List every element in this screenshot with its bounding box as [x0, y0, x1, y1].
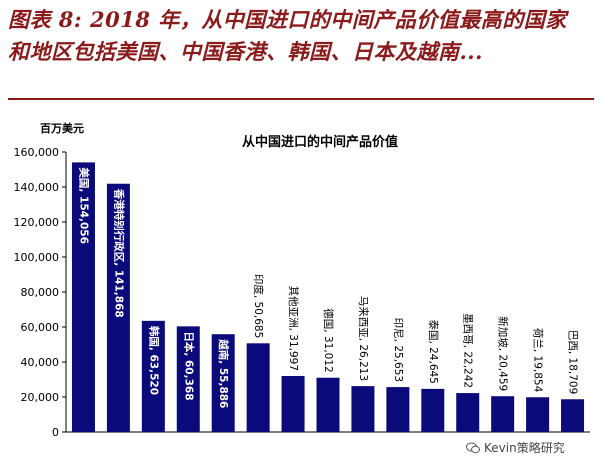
y-tick-label: 40,000: [21, 356, 60, 369]
bar-data-label: 印度, 50,685: [252, 274, 265, 338]
bar-data-label: 德国, 31,012: [322, 308, 335, 372]
figure-caption: 图表 8: 2018 年，从中国进口的中间产品价值最高的国家 和地区包括美国、中…: [8, 4, 598, 68]
bar: [421, 388, 445, 432]
bar-data-label: 新加坡, 20,459: [497, 316, 510, 391]
y-tick-label: 120,000: [14, 216, 60, 229]
y-tick-label: 160,000: [14, 146, 60, 159]
bar-data-label: 美国, 154,056: [77, 167, 90, 243]
y-tick-label: 60,000: [21, 321, 60, 334]
bar-data-label: 巴西, 18,709: [567, 330, 579, 394]
caption-line-1: 图表 8: 2018 年，从中国进口的中间产品价值最高的国家: [8, 7, 567, 32]
watermark-text: Kevin策略研究: [484, 441, 565, 455]
bar: [106, 183, 130, 432]
bar-data-label: 韩国, 63,520: [147, 326, 160, 395]
bar: [246, 343, 270, 432]
bar: [71, 162, 95, 433]
bar-data-label: 马来西亚, 26,213: [357, 296, 369, 381]
bar: [491, 396, 515, 432]
bar-data-label: 越南, 55,886: [217, 338, 230, 408]
bar: [281, 376, 305, 432]
bar: [351, 386, 375, 432]
y-tick-label: 20,000: [21, 391, 60, 404]
bar: [176, 326, 200, 432]
bar: [526, 397, 550, 432]
chart-title: 从中国进口的中间产品价值: [242, 134, 398, 150]
wechat-icon: [466, 442, 480, 453]
y-tick-label: 0: [52, 426, 59, 439]
bar-data-label: 香港特别行政区, 141,868: [112, 188, 125, 318]
y-tick-label: 100,000: [14, 251, 60, 264]
bar: [561, 399, 585, 432]
watermark: Kevin策略研究: [462, 438, 569, 457]
bar-data-label: 其他亚洲, 31,997: [287, 286, 300, 371]
bar: [211, 334, 235, 432]
y-axis-label: 百万美元: [40, 121, 84, 135]
bar: [386, 387, 410, 432]
bar-data-label: 墨西哥, 22,242: [462, 313, 474, 388]
y-tick-label: 140,000: [14, 181, 60, 194]
y-tick-label: 80,000: [21, 286, 60, 299]
bar-data-label: 印尼, 25,653: [392, 318, 404, 382]
bar-data-label: 日本, 60,368: [182, 331, 195, 400]
bar-data-label: 泰国, 24,645: [427, 319, 440, 383]
bar: [316, 377, 340, 432]
caption-line-2: 和地区包括美国、中国香港、韩国、日本及越南...: [8, 39, 483, 64]
bar: [456, 393, 480, 432]
caption-divider: [8, 98, 594, 100]
bar-data-label: 荷兰, 19,854: [532, 328, 545, 393]
bar: [141, 320, 165, 432]
